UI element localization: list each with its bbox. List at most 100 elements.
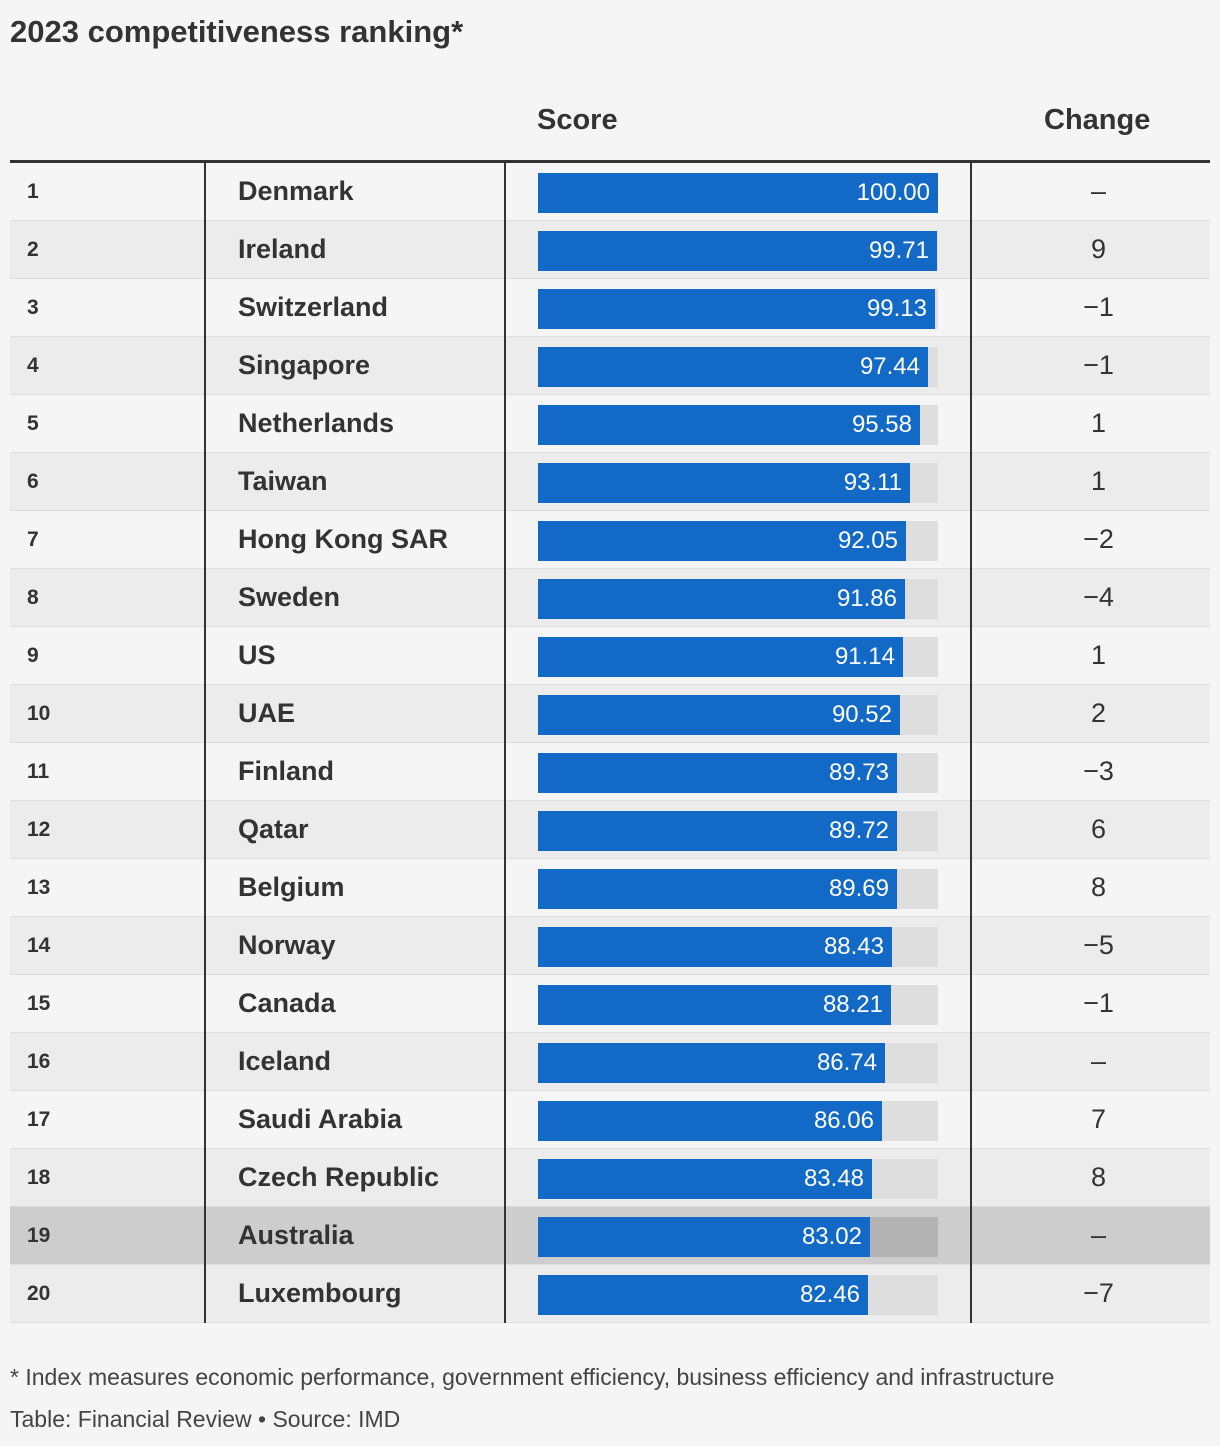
change-cell: 1 [1090, 408, 1107, 438]
score-label: 89.69 [828, 875, 889, 902]
rank-cell: 20 [27, 1282, 51, 1305]
rank-cell: 13 [27, 876, 51, 899]
change-cell: 8 [1090, 872, 1107, 902]
score-label: 89.73 [828, 759, 889, 786]
change-cell: – [1090, 176, 1107, 206]
country-cell: Australia [238, 1220, 354, 1250]
country-cell: Canada [238, 988, 336, 1018]
score-label: 86.74 [816, 1049, 877, 1076]
score-bar: 100.00 [538, 173, 938, 213]
score-track: 82.46 [538, 1275, 938, 1315]
score-label: 83.02 [801, 1223, 862, 1250]
table-row: 14 Norway 88.43 −5 [10, 917, 1210, 975]
table-row: 13 Belgium 89.69 8 [10, 859, 1210, 917]
table-row: 5 Netherlands 95.58 1 [10, 395, 1210, 453]
change-cell: −1 [1083, 988, 1114, 1018]
score-track: 89.72 [538, 811, 938, 851]
country-cell: Saudi Arabia [238, 1104, 403, 1134]
country-cell: Qatar [238, 814, 309, 844]
table-row: 12 Qatar 89.72 6 [10, 801, 1210, 859]
score-bar: 91.14 [538, 637, 903, 677]
chart-title: 2023 competitiveness ranking* [10, 14, 464, 49]
country-cell: Denmark [238, 176, 354, 206]
table-row: 4 Singapore 97.44 −1 [10, 337, 1210, 395]
score-track: 95.58 [538, 405, 938, 445]
change-cell: – [1090, 1046, 1107, 1076]
score-bar: 99.13 [538, 289, 935, 329]
score-track: 86.06 [538, 1101, 938, 1141]
table-row: 9 US 91.14 1 [10, 627, 1210, 685]
change-cell: −1 [1083, 350, 1114, 380]
score-column-header[interactable]: Score [537, 104, 618, 136]
table-row: 11 Finland 89.73 −3 [10, 743, 1210, 801]
score-label: 99.71 [868, 237, 929, 264]
change-cell: 9 [1090, 234, 1107, 264]
score-track: 88.43 [538, 927, 938, 967]
score-label: 89.72 [828, 817, 889, 844]
rank-cell: 2 [27, 238, 39, 261]
table-row: 1 Denmark 100.00 – [10, 163, 1210, 221]
table-row: 10 UAE 90.52 2 [10, 685, 1210, 743]
score-bar: 83.48 [538, 1159, 872, 1199]
rank-cell: 7 [27, 528, 39, 551]
score-bar: 99.71 [538, 231, 937, 271]
rank-cell: 11 [27, 760, 50, 783]
score-bar: 97.44 [538, 347, 928, 387]
country-cell: Belgium [238, 872, 345, 902]
score-track: 89.69 [538, 869, 938, 909]
rank-cell: 8 [27, 586, 39, 609]
rank-cell: 4 [27, 354, 39, 377]
country-cell: Singapore [238, 350, 371, 380]
country-cell: Luxembourg [238, 1278, 402, 1308]
country-cell: Czech Republic [238, 1162, 440, 1192]
score-label: 88.43 [823, 933, 884, 960]
rank-cell: 12 [27, 818, 51, 841]
table-row: 6 Taiwan 93.11 1 [10, 453, 1210, 511]
change-cell: 6 [1090, 814, 1107, 844]
change-cell: −7 [1083, 1278, 1114, 1308]
score-bar: 93.11 [538, 463, 910, 503]
rank-cell: 14 [27, 934, 51, 957]
score-bar: 90.52 [538, 695, 900, 735]
country-cell: Norway [238, 930, 336, 960]
ranking-table: Score Change 1 Denmark 100.00 – 2 Ireland 99.7… [10, 92, 1210, 1323]
change-column-header[interactable]: Change [1044, 104, 1151, 136]
table-row: 18 Czech Republic 83.48 8 [10, 1149, 1210, 1207]
change-cell: – [1090, 1220, 1107, 1250]
source-credit: Table: Financial Review • Source: IMD [10, 1406, 401, 1432]
change-cell: 1 [1090, 640, 1107, 670]
rank-cell: 3 [27, 296, 39, 319]
table-row: 16 Iceland 86.74 – [10, 1033, 1210, 1091]
country-cell: Netherlands [238, 408, 395, 438]
country-cell: UAE [238, 698, 296, 728]
table-row: 15 Canada 88.21 −1 [10, 975, 1210, 1033]
score-bar: 89.72 [538, 811, 897, 851]
country-cell: Hong Kong SAR [238, 524, 448, 554]
change-cell: 8 [1090, 1162, 1107, 1192]
rank-cell: 16 [27, 1050, 51, 1073]
rank-cell: 5 [27, 412, 39, 435]
column-divider [970, 163, 972, 1323]
score-label: 91.86 [836, 585, 897, 612]
score-track: 91.14 [538, 637, 938, 677]
table-row: 17 Saudi Arabia 86.06 7 [10, 1091, 1210, 1149]
score-label: 86.06 [813, 1107, 874, 1134]
score-label: 92.05 [837, 527, 898, 554]
change-cell: −4 [1083, 582, 1114, 612]
score-track: 99.71 [538, 231, 938, 271]
score-bar: 89.69 [538, 869, 897, 909]
country-cell: Iceland [238, 1046, 332, 1076]
country-cell: Sweden [238, 582, 341, 612]
score-label: 99.13 [866, 295, 927, 322]
change-cell: −3 [1083, 756, 1114, 786]
change-cell: −1 [1083, 292, 1114, 322]
score-label: 91.14 [834, 643, 895, 670]
score-bar: 83.02 [538, 1217, 870, 1257]
country-cell: Switzerland [238, 292, 389, 322]
score-label: 83.48 [803, 1165, 864, 1192]
score-track: 89.73 [538, 753, 938, 793]
table-row: 19 Australia 83.02 – [10, 1207, 1210, 1265]
footnote: * Index measures economic performance, g… [10, 1364, 1055, 1390]
country-cell: Ireland [238, 234, 327, 264]
score-bar: 92.05 [538, 521, 906, 561]
